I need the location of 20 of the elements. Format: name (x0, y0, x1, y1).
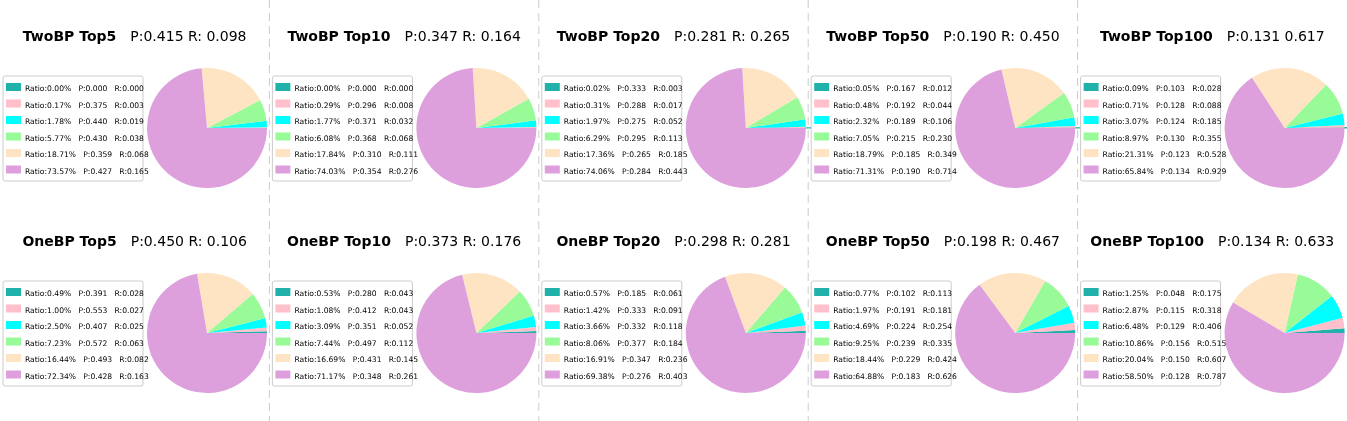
chart-title: TwoBP Top10 (287, 28, 391, 44)
chart-title: OneBP Top100 (1090, 233, 1205, 249)
chart-subtitle: P:0.373 R: 0.176 (404, 233, 522, 249)
chart-subtitle: P:0.131 0.617 (1226, 28, 1325, 44)
chart-subtitle: P:0.281 R: 0.265 (673, 28, 791, 44)
chart-title: OneBP Top5 (22, 233, 117, 249)
chart-subtitle: P:0.415 R: 0.098 (130, 28, 247, 44)
chart-title: TwoBP Top100 (1099, 28, 1214, 44)
chart-title: TwoBP Top5 (22, 28, 117, 44)
chart-title: OneBP Top10 (286, 233, 392, 249)
chart-subtitle: P:0.190 R: 0.450 (943, 28, 1060, 44)
chart-title: TwoBP Top50 (826, 28, 930, 44)
chart-subtitle: P:0.450 R: 0.106 (130, 233, 248, 249)
chart-subtitle: P:0.298 R: 0.281 (674, 233, 791, 249)
chart-title: OneBP Top20 (556, 233, 661, 249)
chart-title: OneBP Top50 (825, 233, 931, 249)
chart-title: TwoBP Top20 (556, 28, 661, 44)
chart-subtitle: P:0.134 R: 0.633 (1218, 233, 1335, 249)
chart-subtitle: P:0.198 R: 0.467 (943, 233, 1061, 249)
chart-subtitle: P:0.347 R: 0.164 (404, 28, 521, 44)
